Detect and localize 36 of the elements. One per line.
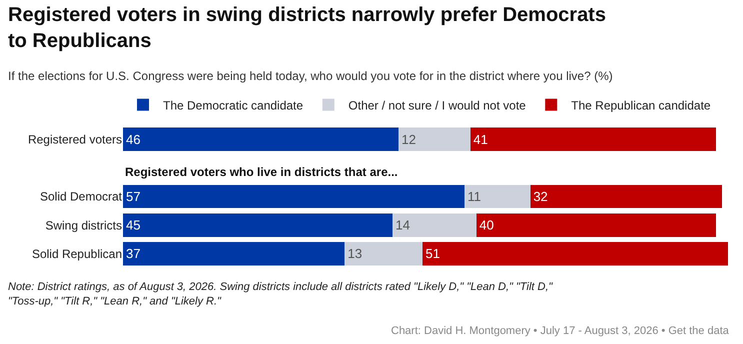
data-label: 40 <box>479 218 494 233</box>
data-label: 13 <box>348 246 362 262</box>
data-label: 37 <box>126 246 140 262</box>
legend-label: The Republican candidate <box>571 98 711 112</box>
data-label: 41 <box>473 132 488 147</box>
y-tick-label: Solid Republican <box>32 246 122 261</box>
bar <box>123 128 399 152</box>
bar <box>476 213 716 237</box>
data-label: 14 <box>396 218 410 233</box>
y-tick-label: Solid Democrat <box>40 190 123 204</box>
bar <box>398 128 470 152</box>
legend-label: Other / not sure / I would not vote <box>348 98 526 112</box>
data-label: 45 <box>126 218 140 233</box>
bar <box>464 184 530 208</box>
data-label: 46 <box>126 132 140 147</box>
bar <box>392 213 476 237</box>
chart-subtitle: If the elections for U.S. Congress were being held today, who would you vote for in the district where you live? (%) <box>8 69 613 83</box>
data-label: 32 <box>533 189 548 204</box>
y-tick-label: Swing districts <box>45 218 122 232</box>
annotation: Registered voters who live in districts that are... <box>125 165 398 179</box>
bar <box>344 242 422 266</box>
text: Note: District ratings, as of August 3, 2026. Swing districts include all districts rated "Likely D," "Lean D," "Tilt D," "Toss-up," "Tilt R," "Lean R," and "Likely R." <box>8 281 554 308</box>
data-label: 12 <box>402 132 416 147</box>
data-label: 11 <box>467 189 481 204</box>
text: Chart: David H. Montgomery • July 17 - August 3, 2026 • Get the data <box>391 325 730 337</box>
data-label: 51 <box>426 246 440 262</box>
y-tick-label: Registered voters <box>28 132 122 146</box>
bar <box>422 242 728 266</box>
legend-label: The Democratic candidate <box>163 98 304 112</box>
bar <box>123 184 464 208</box>
bar <box>470 128 716 152</box>
bar <box>123 213 393 237</box>
data-label: 57 <box>126 189 140 204</box>
bar <box>123 242 345 266</box>
chart-title: Registered voters in swing districts narrowly prefer Democrats to Republicans <box>8 4 606 52</box>
bar <box>530 184 722 208</box>
